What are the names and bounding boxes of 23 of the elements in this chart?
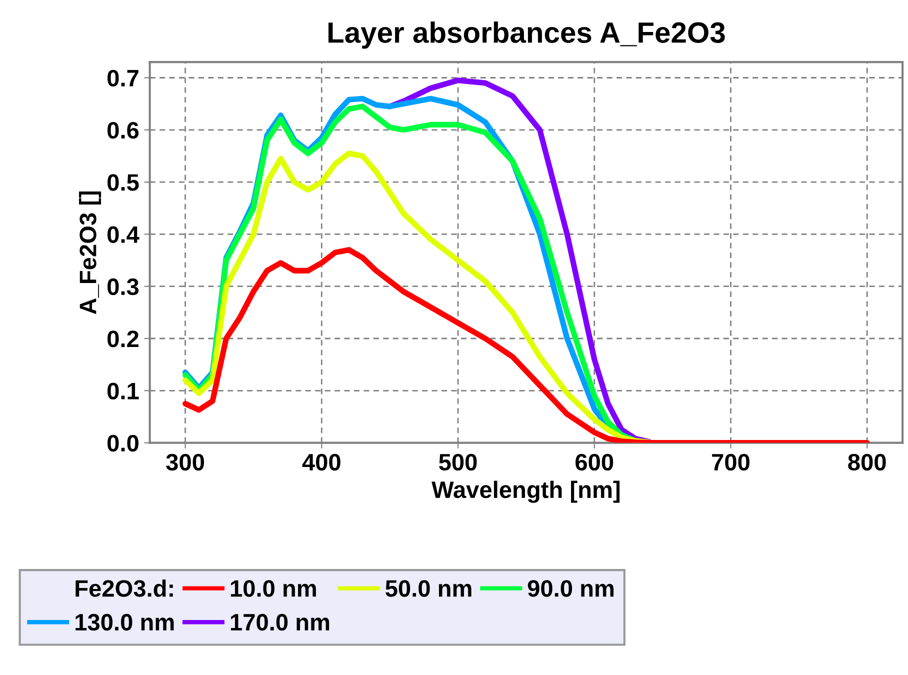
x-tick-label: 600 [576,454,614,471]
y-tick-label: 0.2 [108,330,138,348]
y-tick-label: 0.5 [108,174,139,191]
x-tick-label: 800 [848,454,886,471]
x-axis-title: Wavelength [nm] [432,480,620,503]
y-tick-label: 0.3 [108,278,139,296]
x-tick-label: 500 [439,454,477,471]
legend-title: Fe2O3.d: [76,579,173,597]
y-tick-label: 0.6 [108,122,139,139]
x-tick-label: 700 [712,454,750,471]
y-axis-title: A_Fe2O3 [] [79,191,102,314]
x-tick-label: 400 [302,454,340,471]
legend-label: 10.0 nm [230,580,316,597]
y-tick-label: 0.1 [108,382,139,400]
y-tick-label: 0.7 [108,70,138,87]
legend-label: 90.0 nm [528,580,614,597]
y-tick-label: 0.4 [108,226,140,243]
chart-title: Layer absorbances A_Fe2O3 [328,22,725,49]
legend-label: 130.0 nm [76,614,174,631]
legend-label: 50.0 nm [386,580,472,597]
legend-label: 170.0 nm [230,614,330,631]
x-tick-label: 300 [166,454,204,471]
y-tick-label: 0.0 [108,434,138,452]
